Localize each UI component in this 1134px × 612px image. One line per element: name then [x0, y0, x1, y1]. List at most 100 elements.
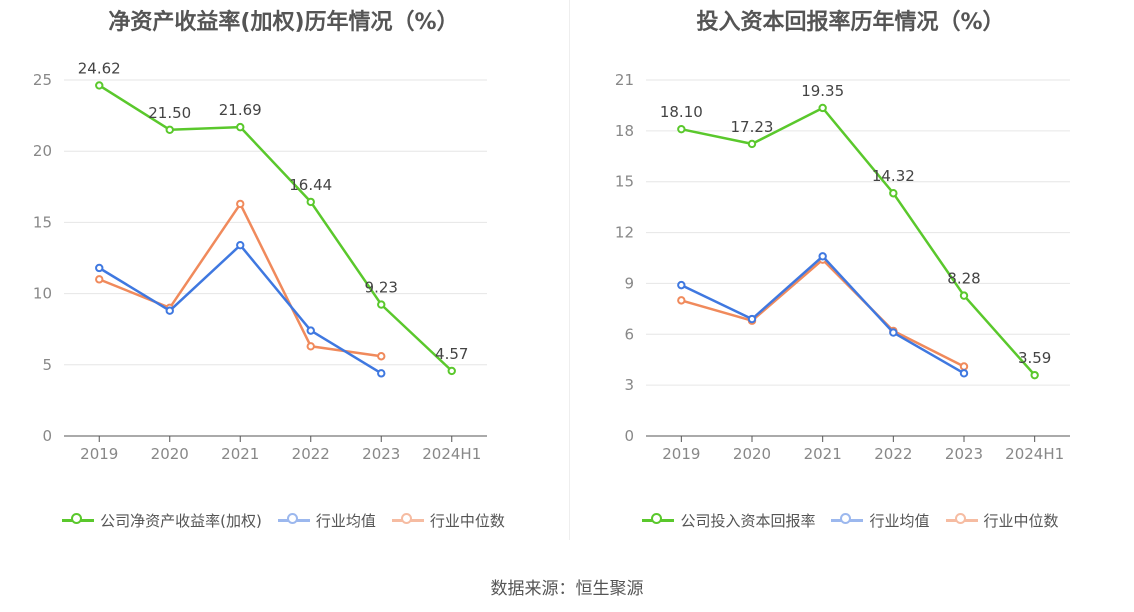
legend-label-industry-median: 行业中位数 [429, 512, 505, 530]
y-tick-label: 12 [615, 224, 634, 242]
series-line-1 [680, 255, 965, 375]
data-label: 18.10 [660, 103, 703, 121]
data-point [377, 300, 386, 309]
y-tick-label: 3 [624, 376, 634, 394]
data-point [747, 139, 757, 149]
x-tick-label: 2023 [362, 445, 400, 463]
series-line-1 [98, 243, 382, 375]
data-label: 21.50 [148, 104, 191, 122]
x-tick-label: 2022 [292, 445, 330, 463]
roe-chart-title: 净资产收益率(加权)历年情况（%） [108, 10, 459, 35]
y-tick-label: 15 [33, 213, 52, 231]
legend-swatch-company-roic [642, 513, 675, 524]
roic-chart-title: 投入资本回报率历年情况（%） [696, 10, 1005, 35]
legend-label-industry-median-roic: 行业中位数 [983, 512, 1059, 530]
legend-label-company-roe: 公司净资产收益率(加权) [100, 512, 262, 530]
data-label: 14.32 [872, 167, 915, 185]
x-tick-label: 2020 [151, 445, 189, 463]
data-point [818, 252, 827, 261]
legend-swatch-industry-median-roic [945, 513, 978, 524]
legend-swatch-company-roe [62, 513, 95, 524]
roic-line-chart: 0 3 6 9 12 15 18 21 2019 2020 2021 2022 2023 2024H1 18… [615, 71, 1070, 463]
data-point [889, 189, 898, 198]
y-tick-label: 5 [42, 356, 52, 374]
legend-label-company-roic: 公司投入资本回报率 [680, 512, 816, 530]
data-source-caption: 数据来源：恒生聚源 [490, 579, 644, 599]
data-label: 21.69 [219, 101, 262, 119]
data-point [1030, 370, 1039, 380]
data-label: 16.44 [289, 176, 332, 194]
x-tick-label: 2023 [945, 445, 983, 463]
x-tick-label: 2019 [662, 445, 700, 463]
roe-line-chart: 0 5 10 15 20 25 2019 2020 2021 2022 2023 2024H1 24.6… [33, 59, 487, 463]
data-point [677, 280, 686, 290]
data-label: 4.57 [435, 345, 468, 363]
y-tick-label: 25 [33, 71, 52, 89]
y-tick-label: 0 [42, 427, 52, 445]
legend-swatch-industry-mean-roic [831, 513, 864, 524]
data-point [677, 296, 686, 305]
x-tick-label: 2021 [804, 445, 842, 463]
series-line-0 [681, 106, 1036, 376]
data-point [95, 275, 104, 284]
legend-item-industry-median[interactable]: 行业中位数 [391, 510, 505, 531]
y-tick-label: 0 [624, 427, 634, 445]
data-point [306, 342, 315, 351]
x-tick-label: 2019 [80, 445, 118, 463]
panel-divider [569, 0, 570, 540]
data-point [165, 125, 174, 135]
legend-label-industry-mean: 行业均值 [315, 512, 376, 530]
series-line-2 [680, 258, 965, 368]
x-tick-label: 2024H1 [422, 445, 481, 463]
data-label: 24.62 [78, 59, 121, 77]
x-tick-label: 2024H1 [1005, 445, 1064, 463]
series-line-2 [98, 202, 382, 358]
data-point [447, 366, 456, 376]
data-point [377, 352, 386, 361]
data-point [959, 291, 969, 300]
data-point [306, 326, 315, 335]
roe-legend: 公司净资产收益率(加权) 行业均值 行业中位数 [0, 510, 567, 531]
y-tick-label: 6 [624, 325, 634, 343]
data-label: 3.59 [1018, 349, 1051, 367]
data-point [95, 81, 104, 90]
legend-item-industry-mean-roic[interactable]: 行业均值 [831, 510, 930, 531]
data-point [889, 328, 898, 337]
data-label: 8.28 [947, 270, 980, 288]
legend-item-industry-mean[interactable]: 行业均值 [277, 510, 376, 531]
data-point [959, 362, 969, 371]
x-tick-label: 2021 [221, 445, 259, 463]
legend-swatch-industry-mean [277, 513, 310, 524]
data-point [236, 240, 245, 250]
data-point [306, 197, 315, 207]
y-tick-label: 15 [615, 173, 634, 191]
legend-item-industry-median-roic[interactable]: 行业中位数 [945, 510, 1059, 531]
data-label: 17.23 [731, 118, 774, 136]
data-point [959, 369, 969, 378]
series-line-0 [98, 84, 453, 372]
data-point [747, 314, 757, 324]
data-label: 19.35 [801, 82, 844, 100]
y-tick-label: 10 [33, 285, 52, 303]
legend-swatch-industry-median [391, 513, 424, 524]
data-point [377, 369, 386, 378]
y-tick-label: 18 [615, 122, 634, 140]
roe-chart-panel: 净资产收益率(加权)历年情况（%） 0 5 10 15 20 25 2019 2020 2021… [0, 0, 567, 545]
roic-legend: 公司投入资本回报率 行业均值 行业中位数 [567, 510, 1134, 531]
y-tick-label: 9 [624, 274, 634, 292]
x-tick-label: 2022 [874, 445, 912, 463]
y-tick-label: 21 [615, 71, 634, 89]
data-point [165, 306, 174, 315]
x-tick-label: 2020 [733, 445, 771, 463]
legend-item-company-roic[interactable]: 公司投入资本回报率 [642, 510, 815, 531]
y-tick-label: 20 [33, 142, 52, 160]
legend-label-industry-mean-roic: 行业均值 [869, 512, 930, 530]
roic-chart-panel: 投入资本回报率历年情况（%） 0 3 6 9 12 15 18 21 2019 2020 2021 2… [567, 0, 1134, 545]
legend-item-company-roe[interactable]: 公司净资产收益率(加权) [62, 510, 262, 531]
data-point [818, 103, 827, 113]
data-point [677, 124, 686, 134]
data-label: 9.23 [365, 279, 398, 297]
data-point [236, 199, 245, 209]
data-point [236, 122, 245, 132]
data-point [95, 263, 104, 273]
